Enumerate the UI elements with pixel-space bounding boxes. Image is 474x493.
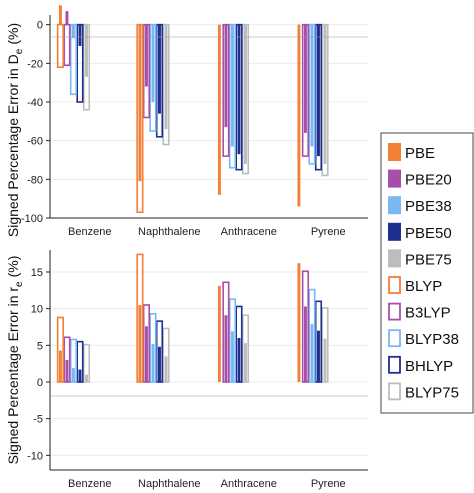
top-bar-pbe38-naphthalene bbox=[151, 24, 155, 103]
top-bar-pbe38-pyrene bbox=[310, 24, 314, 147]
bottom-y-tick-label: -10 bbox=[27, 450, 43, 462]
bottom-y-tick-label: 15 bbox=[31, 267, 43, 279]
bottom-bar-pbe-pyrene bbox=[297, 263, 301, 382]
top-y-tick-label: -60 bbox=[27, 136, 43, 148]
top-y-tick-label: -20 bbox=[27, 58, 43, 70]
bottom-x-tick-label-pyrene: Pyrene bbox=[311, 478, 346, 490]
bottom-bar-pbe38-naphthalene bbox=[151, 343, 155, 382]
bottom-bar-pbe-benzene bbox=[58, 350, 62, 382]
legend-swatch-blyp75 bbox=[388, 382, 401, 401]
top-bar-pbe38-benzene bbox=[71, 24, 75, 39]
bottom-bar-pbe20-pyrene bbox=[303, 306, 307, 382]
bottom-y-tick-label: 5 bbox=[37, 340, 43, 352]
legend-label-blyp: BLYP bbox=[405, 278, 442, 295]
bottom-bar-pbe38-benzene bbox=[71, 368, 75, 382]
bottom-bar-pbe20-anthracene bbox=[224, 315, 228, 382]
bottom-x-tick-label-naphthalene: Naphthalene bbox=[138, 478, 200, 490]
top-bar-pbe-pyrene bbox=[297, 24, 301, 207]
legend-swatch-pbe75 bbox=[388, 249, 401, 268]
legend-label-pbe38: PBE38 bbox=[405, 198, 452, 215]
legend-swatch-pbe bbox=[388, 143, 401, 161]
legend-label-blyp38: BLYP38 bbox=[405, 331, 459, 348]
top-bar-pbe50-naphthalene bbox=[158, 24, 161, 114]
bottom-y-axis-label-main: Signed Percentage Error in r bbox=[5, 287, 21, 465]
top-x-tick-label-naphthalene: Naphthalene bbox=[138, 226, 200, 238]
bottom-bar-pbe38-pyrene bbox=[310, 324, 314, 382]
bottom-bar-pbe50-pyrene bbox=[317, 330, 320, 382]
top-bar-pbe-anthracene bbox=[217, 24, 221, 195]
legend-label-pbe: PBE bbox=[405, 145, 435, 162]
legend-swatch-pbe20 bbox=[388, 169, 401, 188]
bottom-x-tick-label-anthracene: Anthracene bbox=[221, 478, 277, 490]
bottom-bar-pbe20-naphthalene bbox=[144, 326, 148, 382]
legend-swatch-blyp38 bbox=[388, 329, 401, 348]
top-bar-pbe75-benzene bbox=[85, 24, 88, 77]
bottom-y-tick-label: -5 bbox=[33, 414, 43, 426]
bottom-bar-pbe75-naphthalene bbox=[164, 356, 168, 382]
top-x-tick-label-pyrene: Pyrene bbox=[311, 226, 346, 238]
top-bar-pbe38-anthracene bbox=[230, 24, 234, 147]
top-y-tick-label: -80 bbox=[27, 174, 43, 186]
bottom-x-tick-label-benzene: Benzene bbox=[68, 478, 111, 490]
top-bar-pbe50-anthracene bbox=[237, 24, 241, 155]
top-bar-pbe20-naphthalene bbox=[144, 24, 148, 87]
bottom-bar-pbe75-pyrene bbox=[323, 338, 327, 382]
top-bar-pbe20-anthracene bbox=[224, 24, 228, 128]
legend-swatch-b3lyp bbox=[388, 302, 401, 321]
bottom-bar-pbe50-benzene bbox=[78, 369, 82, 382]
panel-dissociation-energy-error: 0 -20 -40 -60 -80 -100 Benzene Naphthalene Anth… bbox=[5, 5, 368, 238]
top-bar-pbe20-benzene bbox=[65, 11, 69, 25]
bottom-bar-pbe75-benzene bbox=[85, 374, 88, 382]
bottom-y-axis-label-subscript: e bbox=[14, 281, 25, 287]
bottom-bar-pbe-naphthalene bbox=[138, 305, 142, 382]
bottom-bar-pbe20-benzene bbox=[65, 360, 69, 382]
top-bar-pbe-naphthalene bbox=[138, 24, 142, 182]
top-bar-blyp-benzene bbox=[56, 23, 64, 68]
legend-label-blyp75: BLYP75 bbox=[405, 384, 459, 401]
legend-label-pbe20: PBE20 bbox=[405, 172, 452, 189]
panel-bond-length-error: 15 10 5 0 -5 -10 Benzene Naphthalene Anthracene… bbox=[5, 250, 368, 490]
top-x-tick-label-anthracene: Anthracene bbox=[221, 226, 277, 238]
top-y-tick-label: 0 bbox=[37, 20, 43, 32]
bottom-bar-pbe50-naphthalene bbox=[158, 346, 161, 382]
bottom-y-axis-label-unit: (%) bbox=[5, 256, 21, 278]
legend-swatch-pbe50 bbox=[388, 222, 401, 241]
bottom-bar-pbe50-anthracene bbox=[237, 338, 241, 382]
bottom-bar-pbe75-anthracene bbox=[244, 343, 247, 382]
top-y-tick-label: -100 bbox=[21, 213, 43, 225]
top-x-tick-label-benzene: Benzene bbox=[68, 226, 111, 238]
top-bar-pbe75-naphthalene bbox=[164, 24, 168, 130]
top-y-axis-label-main: Signed Percentage Error in D bbox=[5, 54, 21, 237]
legend-swatch-pbe38 bbox=[388, 196, 401, 215]
top-bar-pbe50-benzene bbox=[78, 24, 82, 46]
top-y-axis-label: Signed Percentage Error in De (%) bbox=[5, 23, 25, 237]
top-y-axis-label-subscript: e bbox=[14, 48, 25, 54]
legend-label-bhlyp: BHLYP bbox=[405, 358, 453, 375]
bottom-bar-pbe-anthracene bbox=[217, 285, 221, 382]
top-bar-pbe75-anthracene bbox=[244, 24, 247, 164]
legend: PBE PBE20 PBE38 PBE50 PBE75 BLYP B3LYP BLYP38 BH… bbox=[380, 132, 474, 414]
bottom-y-tick-label: 10 bbox=[31, 304, 43, 316]
top-bar-pbe20-pyrene bbox=[303, 24, 307, 133]
top-y-tick-label: -40 bbox=[27, 97, 43, 109]
top-bar-pbe75-pyrene bbox=[323, 24, 327, 164]
legend-label-pbe50: PBE50 bbox=[405, 225, 452, 242]
legend-label-pbe75: PBE75 bbox=[405, 251, 452, 268]
top-bar-b3lyp-benzene bbox=[63, 23, 71, 67]
legend-swatch-blyp bbox=[388, 276, 401, 294]
bottom-bar-pbe38-anthracene bbox=[230, 331, 234, 382]
legend-swatch-bhlyp bbox=[388, 355, 401, 374]
top-bar-pbe50-pyrene bbox=[317, 24, 320, 157]
legend-label-b3lyp: B3LYP bbox=[405, 305, 451, 322]
top-y-axis-label-unit: (%) bbox=[5, 23, 21, 45]
top-bar-pbe-benzene bbox=[58, 5, 62, 25]
bottom-y-axis-label: Signed Percentage Error in re (%) bbox=[5, 256, 25, 465]
bottom-y-tick-label: 0 bbox=[37, 377, 43, 389]
